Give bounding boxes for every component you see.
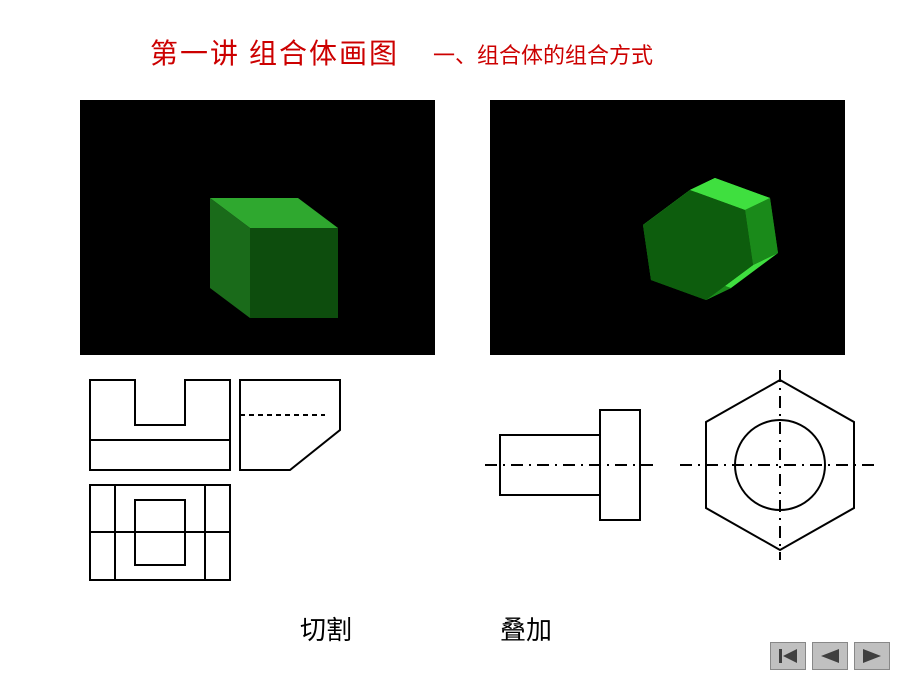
cube-3d-svg	[80, 100, 435, 355]
render-cube-panel	[80, 100, 435, 355]
nav-next-icon	[863, 649, 881, 663]
ortho-cut-svg	[80, 370, 360, 600]
nav-row	[770, 642, 890, 670]
ortho-stack-svg	[480, 370, 890, 580]
title-sub: 一、组合体的组合方式	[433, 43, 653, 68]
label-cutting: 切割	[300, 610, 352, 647]
ortho-stacking-group	[480, 370, 890, 585]
nav-first-icon	[779, 649, 797, 663]
cube-side-face	[250, 228, 338, 318]
nav-next-button[interactable]	[854, 642, 890, 670]
nav-prev-icon	[821, 649, 839, 663]
nav-prev-button[interactable]	[812, 642, 848, 670]
nav-first-button[interactable]	[770, 642, 806, 670]
slide-title-row: 第一讲 组合体画图 一、组合体的组合方式	[0, 32, 920, 72]
label-stacking: 叠加	[500, 610, 552, 647]
ortho-cutting-group	[80, 370, 360, 605]
render-hex-panel	[490, 100, 845, 355]
title-main: 第一讲 组合体画图	[150, 39, 399, 70]
hex-3d-svg	[490, 100, 845, 355]
